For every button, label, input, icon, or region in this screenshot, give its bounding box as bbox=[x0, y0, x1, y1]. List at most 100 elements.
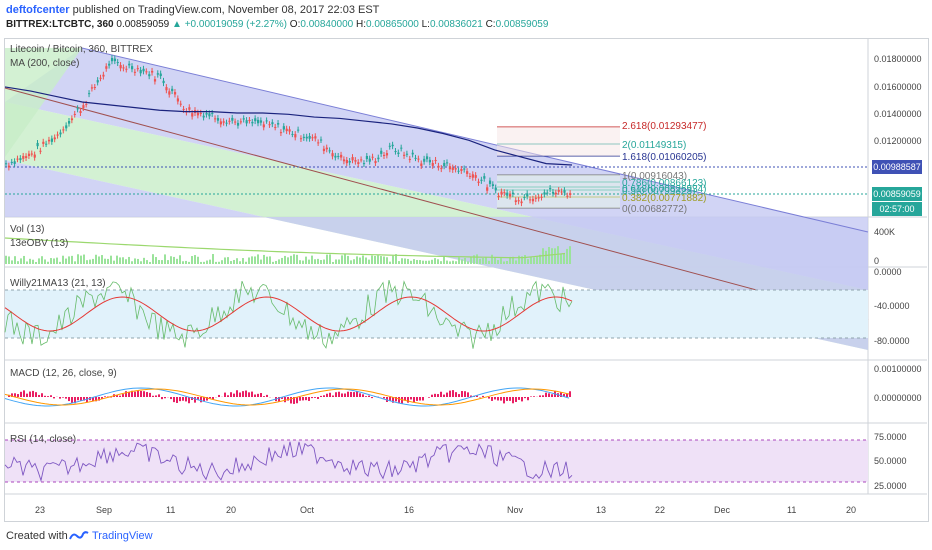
vol-label[interactable]: Vol (13) bbox=[10, 224, 45, 235]
volume-bar bbox=[80, 255, 82, 264]
macd-histogram-bar bbox=[470, 395, 472, 397]
volume-bar bbox=[44, 259, 46, 264]
willy-label[interactable]: Willy21MA13 (21, 13) bbox=[10, 278, 106, 289]
volume-bar bbox=[47, 261, 49, 264]
volume-bar bbox=[212, 254, 214, 264]
volume-bar bbox=[485, 256, 487, 264]
volume-bar bbox=[59, 261, 61, 264]
fib-label-0786: 0.786(0.00866123) bbox=[622, 178, 707, 189]
tradingview-logo-icon[interactable] bbox=[69, 530, 89, 542]
rsi-label[interactable]: RSI (14, close) bbox=[10, 434, 77, 445]
candle-body bbox=[408, 158, 411, 160]
open-value: 0.00840000 bbox=[300, 19, 354, 30]
candle-body bbox=[82, 105, 85, 108]
macd-histogram-bar bbox=[566, 393, 568, 397]
macd-histogram-bar bbox=[146, 392, 148, 397]
obv-label[interactable]: 13eOBV (13) bbox=[10, 238, 69, 249]
macd-histogram-bar bbox=[569, 391, 571, 397]
macd-histogram-bar bbox=[74, 397, 76, 404]
fib-extension[interactable] bbox=[5, 126, 868, 209]
candle-body bbox=[551, 191, 555, 194]
volume-bar bbox=[323, 259, 325, 264]
volume-pane bbox=[4, 237, 571, 264]
volume-bar bbox=[500, 258, 502, 264]
macd-histogram-bar bbox=[29, 391, 31, 397]
volume-bar bbox=[170, 256, 172, 264]
ma-label[interactable]: MA (200, close) bbox=[10, 58, 80, 69]
macd-histogram-bar bbox=[362, 394, 364, 397]
time-tick-label: 22 bbox=[655, 505, 666, 515]
price-tick-label: 0.01200000 bbox=[874, 136, 922, 146]
candle-body bbox=[457, 170, 460, 172]
candle-body bbox=[171, 88, 174, 92]
author-link[interactable]: deftofcenter bbox=[6, 4, 70, 16]
candle-body bbox=[156, 73, 159, 75]
candle-body bbox=[176, 98, 180, 102]
volume-bar bbox=[398, 261, 400, 264]
volume-bar bbox=[491, 254, 493, 264]
macd-histogram-bar bbox=[125, 391, 127, 397]
volume-bar bbox=[284, 255, 286, 264]
candle-body bbox=[216, 118, 220, 121]
fib-label-0: 0(0.00682772) bbox=[622, 204, 688, 215]
candle-body bbox=[105, 66, 108, 69]
candle-body bbox=[248, 119, 251, 121]
low-value: 0.00836021 bbox=[429, 19, 483, 30]
macd-histogram-bar bbox=[293, 397, 295, 404]
time-tick-label: 20 bbox=[226, 505, 237, 515]
macd-histogram-bar bbox=[341, 393, 343, 397]
volume-bar bbox=[173, 256, 175, 264]
candle-body bbox=[236, 122, 240, 126]
volume-bar bbox=[35, 261, 37, 264]
macd-histogram-bar bbox=[371, 397, 373, 399]
candle-body bbox=[340, 154, 343, 158]
macd-histogram-bar bbox=[539, 395, 541, 397]
volume-bar bbox=[416, 259, 418, 264]
tradingview-link[interactable]: TradingView bbox=[92, 530, 153, 542]
macd-label[interactable]: MACD (12, 26, close, 9) bbox=[10, 368, 117, 379]
macd-histogram-bar bbox=[251, 391, 253, 397]
volume-bar bbox=[488, 260, 490, 264]
volume-bar bbox=[524, 255, 526, 264]
macd-histogram-bar bbox=[233, 393, 235, 397]
macd-histogram-bar bbox=[482, 395, 484, 397]
candle-body bbox=[563, 190, 566, 193]
volume-bar bbox=[248, 257, 250, 264]
candle-body bbox=[543, 192, 546, 195]
candle-body bbox=[460, 168, 463, 171]
rsi-line bbox=[4, 441, 573, 483]
volume-bar bbox=[401, 258, 403, 264]
volume-bar bbox=[320, 260, 322, 264]
volume-bar bbox=[125, 259, 127, 264]
candle-body bbox=[265, 120, 268, 122]
macd-histogram-bar bbox=[194, 397, 196, 403]
macd-histogram-bar bbox=[14, 393, 16, 397]
volume-bar bbox=[266, 256, 268, 264]
macd-histogram-bar bbox=[458, 394, 460, 397]
volume-bar bbox=[407, 258, 409, 264]
candle-body bbox=[448, 166, 452, 170]
close-label: C: bbox=[485, 19, 496, 30]
candle-body bbox=[205, 112, 208, 115]
volume-bar bbox=[191, 256, 193, 264]
volume-bar bbox=[152, 254, 154, 264]
candle-body bbox=[331, 153, 334, 157]
macd-histogram-bar bbox=[197, 397, 199, 400]
macd-histogram-bar bbox=[245, 390, 247, 397]
macd-histogram-bar bbox=[551, 394, 553, 397]
candle-body bbox=[36, 142, 39, 147]
candle-body bbox=[99, 77, 102, 79]
candle-body bbox=[342, 159, 346, 162]
candle-body bbox=[517, 200, 520, 202]
volume-bar bbox=[5, 255, 7, 264]
volume-bar bbox=[197, 256, 199, 264]
willy-ma-line bbox=[4, 296, 573, 332]
candle-body bbox=[125, 68, 128, 70]
macd-histogram-bar bbox=[179, 397, 181, 402]
volume-bar bbox=[335, 259, 337, 264]
macd-histogram-bar bbox=[161, 397, 163, 400]
candle-body bbox=[463, 168, 466, 170]
volume-bar bbox=[116, 255, 118, 264]
candle-body bbox=[22, 155, 25, 159]
